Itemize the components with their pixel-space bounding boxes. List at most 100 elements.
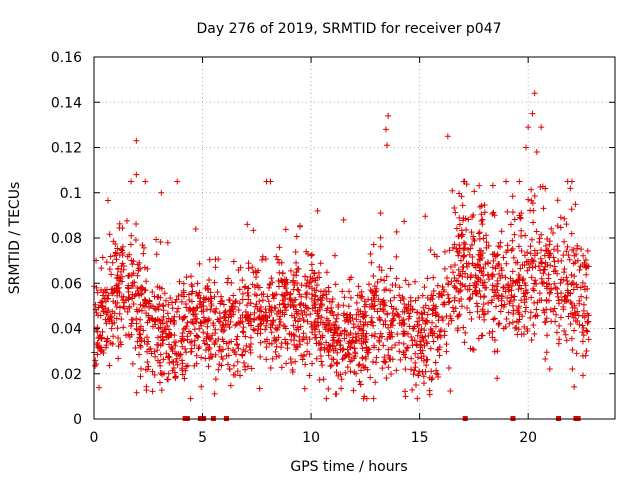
data-point [159,316,166,323]
data-point [518,232,525,239]
data-point [185,291,192,298]
data-point [377,276,384,283]
data-point [379,365,386,372]
data-point [509,245,516,252]
data-point [313,323,320,330]
data-point [461,244,468,251]
data-point [483,232,490,239]
data-point [139,286,146,293]
data-point [368,259,375,266]
data-point [439,314,446,321]
data-point [558,276,565,283]
data-point [385,352,392,359]
data-point [377,210,384,217]
data-point [186,297,193,304]
data-point [317,352,324,359]
data-point [312,292,319,299]
data-point [188,298,195,305]
data-point [300,335,307,342]
data-point [336,342,343,349]
data-point [157,320,164,327]
data-point [574,245,581,252]
data-point [313,355,320,362]
data-point [289,369,296,375]
data-point [131,279,138,286]
data-point [329,308,336,315]
data-point [516,282,523,289]
data-point [383,286,390,293]
data-point [494,348,501,355]
data-point [575,312,582,319]
data-point [130,283,137,290]
data-point [530,285,537,292]
data-point [114,245,121,252]
data-point [133,220,140,227]
data-point [130,270,137,277]
data-point [411,367,418,374]
data-point [432,312,439,319]
data-point [384,310,391,317]
data-point [294,280,301,287]
data-point [434,334,441,341]
data-point [272,305,279,312]
data-point [481,316,488,323]
data-point [331,252,338,259]
data-point [563,221,570,228]
data-point [135,265,142,272]
data-point [317,346,324,353]
data-point [144,348,151,355]
data-point [309,291,316,298]
data-point [239,328,246,335]
data-point [179,343,186,350]
data-point [376,263,383,270]
data-point [157,351,164,358]
data-point [584,328,591,335]
data-point [245,285,252,292]
data-point [533,228,540,235]
data-point [137,323,144,330]
data-point [482,261,489,268]
data-point [387,287,394,294]
data-point [144,265,151,272]
data-point [113,275,120,282]
data-point [321,324,328,331]
data-point [255,267,262,274]
data-point [148,315,155,322]
data-point [360,322,367,329]
data-point [568,335,575,342]
data-point [367,287,374,294]
data-point [564,292,571,299]
data-point [225,352,232,359]
data-point [314,282,321,289]
data-point [149,388,156,395]
data-point [432,359,439,366]
data-point [110,333,117,340]
data-point [350,324,357,331]
data-point [447,313,454,320]
data-point [568,281,575,288]
data-point [342,369,349,376]
data-point [393,228,400,235]
data-point [102,289,109,296]
data-point [106,362,113,369]
data-point [295,287,302,294]
data-point [563,297,570,304]
data-point [203,333,210,340]
data-point [522,287,529,294]
data-point [367,251,374,258]
data-point [191,316,198,323]
data-point [462,329,469,336]
data-point [478,218,485,225]
data-point [489,210,496,217]
y-tick-label: 0.14 [51,95,82,111]
data-point [347,330,354,337]
data-point [475,335,482,342]
data-point [536,290,543,297]
data-point [435,346,442,353]
data-point [435,317,442,324]
data-point [127,241,134,248]
data-point [94,324,101,331]
data-point [255,325,262,332]
data-point [550,268,557,275]
data-point [253,301,260,308]
